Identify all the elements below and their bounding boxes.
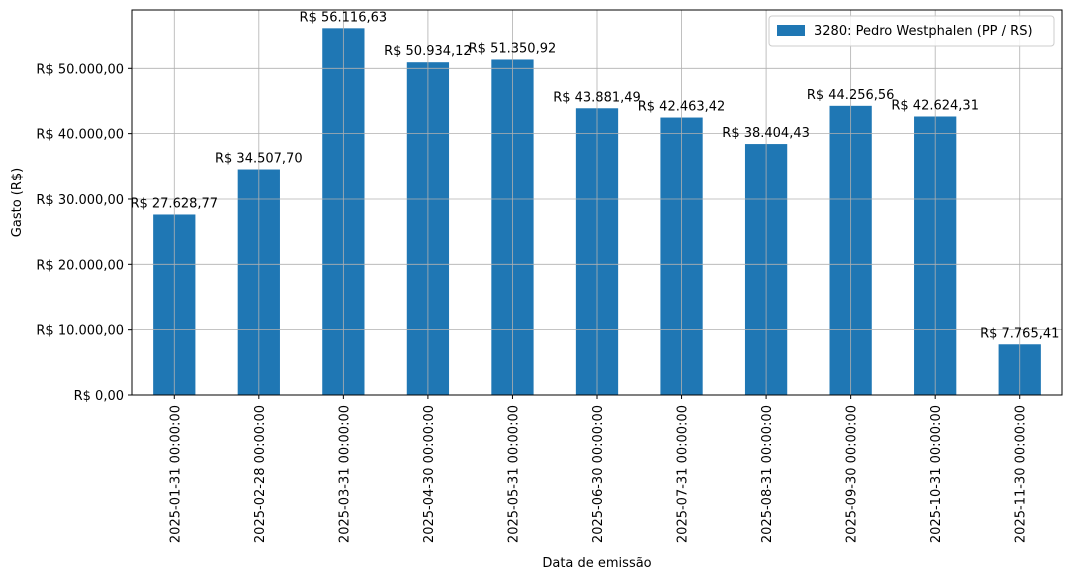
x-axis-label: Data de emissão — [542, 556, 651, 571]
x-tick-label-0: 2025-01-31 00:00:00 — [168, 405, 183, 543]
x-tick-label-4: 2025-05-31 00:00:00 — [506, 405, 521, 543]
x-tick-label-3: 2025-04-30 00:00:00 — [422, 405, 437, 543]
legend: 3280: Pedro Westphalen (PP / RS) — [768, 15, 1055, 47]
legend-label: 3280: Pedro Westphalen (PP / RS) — [814, 24, 1033, 39]
data-label-2: R$ 34.507,70 — [215, 152, 303, 167]
data-label-10: R$ 42.624,31 — [891, 98, 979, 113]
y-tick-label-5: R$ 50.000,00 — [36, 62, 124, 77]
x-tick-label-7: 2025-08-31 00:00:00 — [760, 405, 775, 543]
data-label-5: R$ 51.350,92 — [469, 41, 557, 56]
x-tick-label-6: 2025-07-31 00:00:00 — [676, 405, 691, 543]
y-tick-label-3: R$ 30.000,00 — [36, 193, 124, 208]
data-label-7: R$ 42.463,42 — [638, 100, 726, 115]
x-tick-label-1: 2025-02-28 00:00:00 — [253, 405, 268, 543]
data-label-6: R$ 43.881,49 — [553, 90, 641, 105]
x-tick-label-5: 2025-06-30 00:00:00 — [591, 405, 606, 543]
x-axis: 2025-01-31 00:00:00 2025-02-28 00:00:00 20… — [168, 395, 1029, 543]
data-label-1: R$ 27.628,77 — [130, 196, 218, 211]
x-tick-label-8: 2025-09-30 00:00:00 — [845, 405, 860, 543]
y-tick-label-1: R$ 10.000,00 — [36, 324, 124, 339]
data-label-9: R$ 44.256,56 — [807, 88, 895, 103]
data-label-11: R$ 7.765,41 — [980, 326, 1059, 341]
x-tick-label-2: 2025-03-31 00:00:00 — [337, 405, 352, 543]
data-label-4: R$ 50.934,12 — [384, 44, 472, 59]
y-tick-label-2: R$ 20.000,00 — [36, 258, 124, 273]
y-axis: R$ 0,00 R$ 10.000,00 R$ 20.000,00 R$ 30.000… — [36, 62, 132, 404]
data-label-8: R$ 38.404,43 — [722, 126, 810, 141]
x-tick-label-9: 2025-10-31 00:00:00 — [929, 405, 944, 543]
y-tick-label-0: R$ 0,00 — [74, 389, 124, 404]
data-labels: R$ 27.628,77 R$ 34.507,70 R$ 56.116,63 R$ 5… — [130, 10, 1059, 341]
y-tick-label-4: R$ 40.000,00 — [36, 128, 124, 143]
y-axis-label: Gasto (R$) — [10, 168, 25, 237]
data-label-3: R$ 56.116,63 — [300, 10, 388, 25]
legend-swatch — [777, 25, 805, 36]
x-tick-label-10: 2025-11-30 00:00:00 — [1014, 405, 1029, 543]
legend-box — [768, 15, 1055, 47]
